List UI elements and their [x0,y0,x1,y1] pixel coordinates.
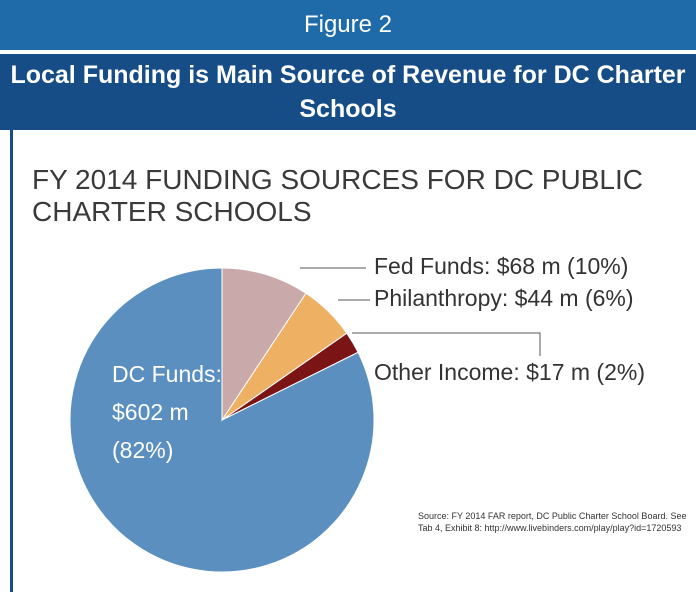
slice-label: Fed Funds: $68 m (10%) [374,253,628,279]
figure-label: Figure 2 [0,0,696,50]
source-note: Source: FY 2014 FAR report, DC Public Ch… [418,511,687,533]
pie-slice [221,267,307,422]
slice-label: Other Income: $17 m (2%) [374,359,645,385]
leader-lines [300,267,541,356]
chart-title: FY 2014 FUNDING SOURCES FOR DC PUBLIC CH… [32,164,643,227]
slice-label: Philanthropy: $44 m (6%) [374,285,634,311]
leader-line [352,332,541,356]
frame-border [10,130,13,592]
header: Local Funding is Main Source of Revenue … [0,54,696,130]
slice-label: DC Funds: $602 m (82%) [112,361,222,463]
